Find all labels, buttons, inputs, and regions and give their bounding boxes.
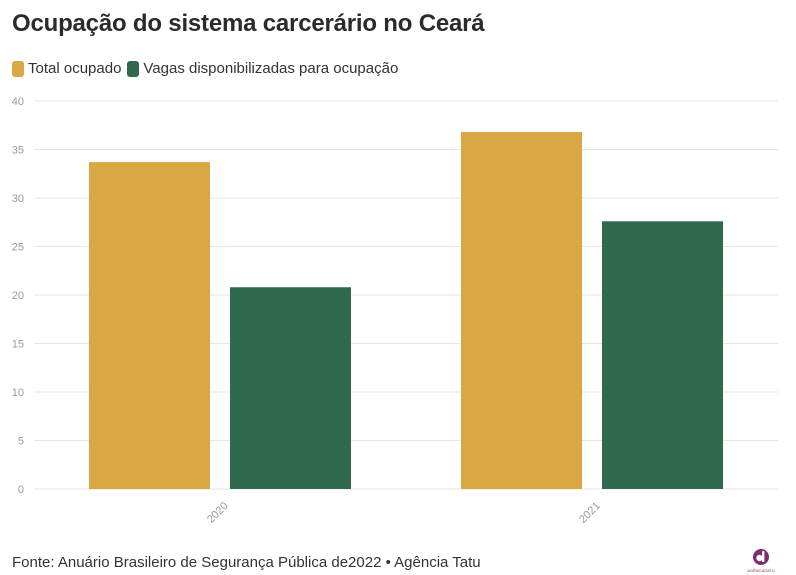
y-tick-label: 10 [12,387,24,399]
x-tick-label: 2020 [205,500,231,526]
source-footer: Fonte: Anuário Brasileiro de Segurança P… [12,554,481,571]
y-tick-label: 0 [18,484,24,496]
bar-2021-total [461,132,582,490]
agencia-tatu-logo: AGÊNCIATATU [747,549,775,573]
legend-swatch-total [12,60,24,77]
bar-2021-vagas [602,221,723,489]
chart-title: Ocupação do sistema carcerário no Ceará [12,10,485,37]
y-tick-label: 5 [18,436,24,448]
y-tick-label: 35 [12,145,24,157]
legend-label-total: Total ocupado [28,60,122,77]
y-tick-label: 40 [12,96,24,108]
bar-2020-vagas [230,287,351,489]
y-tick-label: 20 [12,290,24,302]
legend-item-total: Total ocupado [12,60,121,77]
legend-item-vagas: Vagas disponibilizadas para ocupação [127,60,398,77]
logo-text: AGÊNCIATATU [747,568,775,573]
y-tick-label: 30 [12,193,24,205]
y-tick-label: 25 [12,242,24,254]
legend: Total ocupado Vagas disponibilizadas par… [12,60,404,77]
legend-swatch-vagas [127,60,140,77]
bar-2020-total [89,162,210,490]
x-tick-label: 2021 [577,500,603,526]
legend-label-vagas: Vagas disponibilizadas para ocupação [143,60,399,77]
y-tick-label: 15 [12,339,24,351]
